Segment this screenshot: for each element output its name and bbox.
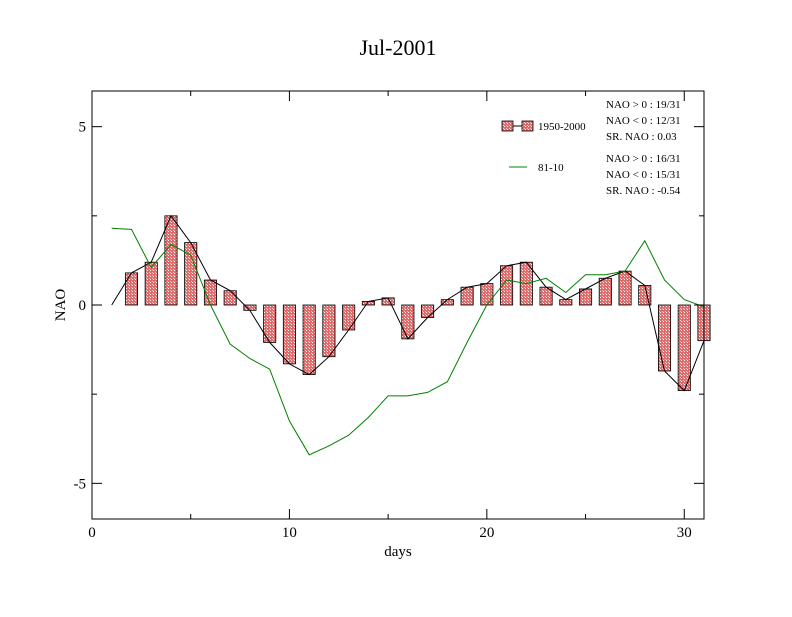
- bar-day-20: [480, 283, 494, 306]
- bar-day-13: [342, 304, 356, 331]
- chart-title: Jul-2001: [360, 35, 437, 60]
- bar-day-26: [598, 277, 612, 306]
- y-tick-label-0: 0: [79, 298, 87, 314]
- bar-day-29: [657, 304, 672, 372]
- series-line-81-10: [111, 227, 705, 456]
- x-tick-label-10: 10: [282, 525, 297, 541]
- legend-stat-0-0: NAO > 0 : 19/31: [606, 99, 681, 111]
- legend-stat-1-2: SR. NAO : -0.54: [606, 185, 681, 197]
- legend-label-1950-2000: 1950-2000: [538, 121, 586, 133]
- bar-day-10: [282, 304, 296, 365]
- bar-day-5: [184, 242, 198, 306]
- bar-day-7: [223, 290, 237, 306]
- bar-day-6: [203, 279, 217, 306]
- series-line-1950-2000: [111, 214, 705, 392]
- y-tick-label--5: -5: [74, 476, 87, 492]
- legend-swatch-1950-2000-b: [521, 120, 534, 132]
- legend-swatch-1950-2000: [501, 120, 514, 132]
- y-tick-label-5: 5: [79, 120, 87, 136]
- bar-day-2: [124, 272, 139, 306]
- bar-day-17: [421, 304, 435, 318]
- x-axis-label: days: [384, 544, 412, 560]
- bar-day-18: [440, 299, 454, 306]
- bar-day-9: [263, 304, 277, 343]
- bar-day-3: [144, 261, 158, 306]
- bar-day-11: [302, 304, 316, 375]
- legend-stat-1-1: NAO < 0 : 15/31: [606, 169, 681, 181]
- x-tick-label-20: 20: [479, 525, 494, 541]
- bar-day-24: [559, 299, 573, 306]
- y-axis-label: NAO: [53, 289, 69, 322]
- legend-label-81-10: 81-10: [538, 162, 564, 174]
- x-tick-label-30: 30: [677, 525, 692, 541]
- bar-day-30: [677, 304, 691, 391]
- bar-day-4: [164, 215, 178, 306]
- legend-stat-0-2: SR. NAO : 0.03: [606, 131, 677, 143]
- x-tick-label-0: 0: [88, 525, 96, 541]
- legend-stat-1-0: NAO > 0 : 16/31: [606, 153, 681, 165]
- bar-day-12: [322, 304, 336, 358]
- legend-stat-0-1: NAO < 0 : 12/31: [606, 115, 681, 127]
- bar-day-27: [618, 270, 632, 306]
